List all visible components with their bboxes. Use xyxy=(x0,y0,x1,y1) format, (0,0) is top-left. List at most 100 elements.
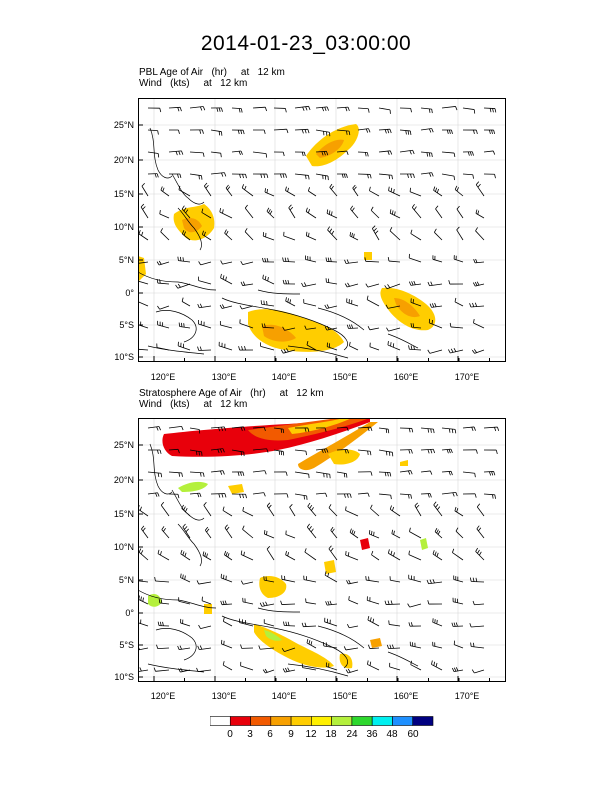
barb-feather xyxy=(476,281,480,286)
wind-barb xyxy=(386,327,401,332)
barb-shaft xyxy=(420,107,432,110)
barb-feather xyxy=(238,346,241,351)
wind-barb xyxy=(189,471,205,477)
colorbar-swatch xyxy=(331,716,353,726)
barb-feather xyxy=(475,209,478,214)
barb-feather xyxy=(238,151,241,156)
barb-feather xyxy=(139,506,142,511)
wind-barb xyxy=(441,173,455,181)
barb-shaft xyxy=(336,150,347,153)
barb-feather xyxy=(242,174,244,179)
wind-barb xyxy=(349,528,359,539)
barb-feather xyxy=(303,152,306,157)
wind-barb xyxy=(303,299,317,307)
barb-feather xyxy=(430,449,433,454)
wind-barb xyxy=(263,576,275,583)
barb-feather xyxy=(321,151,324,156)
wind-barb xyxy=(157,621,170,627)
wind-barb xyxy=(343,646,359,651)
barb-feather xyxy=(287,621,290,626)
barb-feather xyxy=(450,471,453,476)
wind-barb xyxy=(241,184,254,197)
barb-feather xyxy=(478,551,482,556)
barb-feather xyxy=(204,182,208,187)
strat-blob-se xyxy=(339,653,353,669)
barb-feather xyxy=(159,449,162,454)
barb-feather xyxy=(224,600,227,605)
wind-barb xyxy=(346,324,359,329)
barb-feather xyxy=(242,130,245,135)
barb-feather xyxy=(392,343,395,348)
wind-barb xyxy=(384,283,401,290)
barb-shaft xyxy=(315,471,330,475)
barb-feather xyxy=(471,427,474,432)
barb-feather xyxy=(202,152,205,157)
colorbar-swatch xyxy=(351,716,373,726)
barb-feather xyxy=(474,281,478,286)
barb-shaft xyxy=(304,551,317,561)
pbl-blob-small xyxy=(364,252,372,260)
barb-shaft xyxy=(453,579,464,583)
barb-feather xyxy=(433,186,436,191)
wind-barb xyxy=(138,667,149,673)
barb-shaft xyxy=(159,305,170,310)
barb-shaft xyxy=(420,151,432,154)
barb-shaft xyxy=(370,508,380,517)
barb-shaft xyxy=(189,106,204,109)
barb-shaft xyxy=(204,185,212,197)
barb-feather xyxy=(140,550,144,555)
barb-feather xyxy=(475,258,478,263)
barb-feather xyxy=(369,617,372,622)
barb-feather xyxy=(473,318,475,324)
wind-barb xyxy=(384,600,401,605)
wind-barb xyxy=(371,225,380,241)
wind-barb xyxy=(220,600,233,606)
wind-barb xyxy=(426,579,443,585)
barb-feather xyxy=(244,346,246,351)
wind-barb xyxy=(252,173,269,179)
pbl-blob-newguinea xyxy=(248,309,344,352)
barb-feather xyxy=(473,129,475,135)
wind-barb xyxy=(325,600,338,606)
barb-feather xyxy=(282,326,285,331)
wind-barb xyxy=(210,151,222,158)
pbl-blob-philippines-core xyxy=(182,218,202,233)
barb-feather xyxy=(262,274,264,279)
barb-feather xyxy=(258,645,261,650)
barb-shaft xyxy=(366,579,380,583)
wind-barb xyxy=(168,493,180,499)
wind-barb xyxy=(414,502,422,517)
barb-shaft xyxy=(483,426,498,429)
barb-shaft xyxy=(305,602,317,605)
barb-shaft xyxy=(475,213,485,219)
wind-barb xyxy=(378,107,391,114)
wind-barb xyxy=(462,493,477,498)
barb-shaft xyxy=(348,581,359,585)
barb-feather xyxy=(216,107,219,112)
wind-barb xyxy=(157,320,170,329)
barb-feather xyxy=(429,303,432,308)
barb-shaft xyxy=(159,602,170,605)
barb-feather xyxy=(286,129,289,134)
barb-shaft xyxy=(243,581,254,585)
barb-shaft xyxy=(273,449,284,452)
wind-barb xyxy=(435,205,443,219)
barb-feather xyxy=(472,282,476,287)
barb-feather xyxy=(177,449,180,454)
barb-feather xyxy=(393,188,395,194)
wind-barb xyxy=(476,525,485,539)
wind-barb xyxy=(263,619,275,627)
barb-shaft xyxy=(264,579,275,583)
barb-feather xyxy=(432,449,436,454)
barb-shaft xyxy=(349,345,359,351)
barb-shaft xyxy=(431,305,443,308)
wind-barb xyxy=(475,209,485,219)
barb-shaft xyxy=(326,666,338,671)
barb-feather xyxy=(285,108,287,113)
barb-feather xyxy=(345,506,347,511)
wind-barb xyxy=(452,597,464,605)
strat-blob-ne xyxy=(328,449,360,465)
wind-barb xyxy=(240,580,254,585)
barb-feather xyxy=(347,282,350,287)
barb-shaft xyxy=(218,345,233,351)
